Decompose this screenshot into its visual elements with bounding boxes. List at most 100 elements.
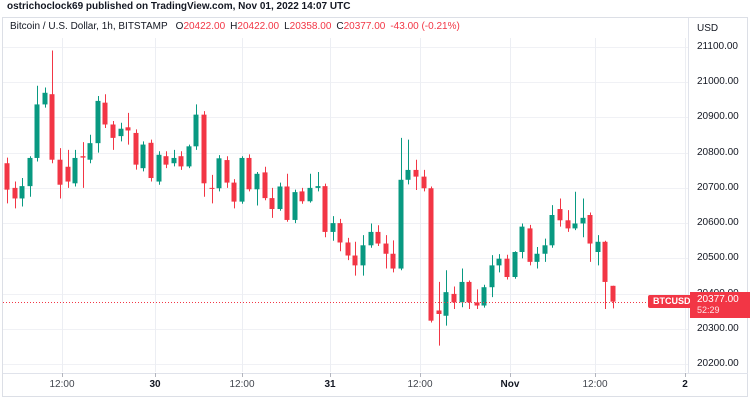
candle-body-down [322, 186, 328, 232]
symbol-title[interactable]: Bitcoin / U.S. Dollar, 1h, BITSTAMP [10, 21, 168, 32]
candle-body-down [527, 228, 533, 262]
candle-body-down [231, 182, 237, 202]
candle-body-down [610, 285, 616, 302]
candle-body-down [262, 172, 268, 199]
candle-body-up [292, 192, 298, 220]
candle-body-up [193, 114, 199, 147]
candle-body-up [572, 223, 578, 229]
candle-body-down [602, 241, 608, 282]
candle-body-up [512, 251, 518, 278]
candle-body-down [224, 160, 230, 183]
candle-body-up [156, 154, 162, 182]
candle-body-up [443, 292, 449, 316]
candle-body-down [413, 169, 419, 177]
candle-body-up [580, 217, 586, 224]
price-axis-label: 21000.00 [697, 76, 739, 88]
candle-body-down [466, 281, 472, 303]
candle-body-up [307, 187, 313, 202]
candle-body-down [148, 142, 154, 179]
price-axis-divider [688, 18, 689, 373]
candle-body-up [542, 245, 548, 254]
candle-body-down [178, 156, 184, 167]
price-axis-label: 20700.00 [697, 181, 739, 193]
candle-body-up [481, 287, 487, 306]
last-price-value: 20377.00 [697, 293, 739, 305]
candle-body-up [186, 146, 192, 167]
candle-body-down [102, 102, 108, 125]
candle-body-up [519, 226, 525, 252]
chart-card [2, 17, 748, 397]
time-axis-label: 12:00 [49, 379, 75, 390]
candle-body-down [163, 156, 169, 165]
price-axis-label: 21100.00 [697, 41, 738, 52]
candle-body-down [352, 255, 358, 266]
symbol-header: Bitcoin / U.S. Dollar, 1h, BITSTAMP O2042… [10, 21, 460, 32]
time-axis-label: 12:00 [229, 379, 255, 390]
time-axis-label: 12:00 [407, 379, 433, 390]
price-axis-label: 20300.00 [697, 322, 739, 334]
candle-body-up [368, 231, 374, 246]
candle-body-down [451, 293, 457, 303]
candle-body-down [375, 231, 381, 244]
time-axis-tick [595, 373, 596, 377]
candle-body-down [49, 94, 55, 160]
price-axis-label: 20200.00 [697, 358, 739, 369]
candle-body-down [246, 157, 252, 190]
price-axis-label: 20500.00 [697, 252, 739, 264]
candle-body-up [398, 179, 404, 269]
candle-body-down [474, 302, 480, 306]
candle-body-up [118, 128, 124, 137]
candle-body-up [330, 223, 336, 232]
candle-body-down [4, 163, 10, 190]
candle-body-down [299, 191, 305, 202]
candle-body-up [315, 186, 321, 188]
candle-body-up [254, 173, 260, 190]
candle-body-up [360, 245, 366, 266]
candle-body-down [209, 187, 215, 189]
candle-body-up [216, 158, 222, 189]
candle-body-down [201, 114, 207, 184]
candle-body-down [269, 198, 275, 210]
candle-body-up [34, 104, 40, 158]
time-axis-label: Nov [500, 379, 520, 390]
time-axis-tick [420, 373, 421, 377]
low-label: L [284, 21, 290, 32]
time-axis-tick [62, 373, 63, 377]
candle-body-down [421, 176, 427, 189]
candle-body-down [390, 253, 396, 269]
time-axis-label: 30 [149, 379, 161, 390]
last-price-badge[interactable]: 20377.00 52:29 [690, 291, 750, 318]
open-value: 20422.00 [183, 21, 226, 32]
open-label: O [175, 21, 184, 32]
price-axis-label: 20600.00 [697, 217, 739, 229]
candle-body-up [277, 186, 283, 210]
candle-body-up [42, 92, 48, 105]
close-value: 20377.00 [343, 21, 386, 32]
symbol-price-line-badge: BTCUSD [648, 294, 696, 308]
high-value: 20422.00 [237, 21, 280, 32]
high-label: H [230, 21, 238, 32]
candle-body-up [72, 157, 78, 184]
candle-body-down [504, 258, 510, 278]
attribution-bar: ostrichoclock69 published on TradingView… [7, 1, 351, 12]
change-value: -43.00 (-0.21%) [390, 21, 460, 32]
time-axis-tick [330, 373, 331, 377]
candle-body-down [557, 209, 563, 221]
time-axis-tick [685, 373, 686, 377]
candle-body-up [489, 265, 495, 288]
candle-body-down [436, 310, 442, 314]
candle-body-down [345, 242, 351, 256]
close-label: C [336, 21, 344, 32]
candle-body-down [110, 124, 116, 138]
candle-body-up [140, 144, 146, 169]
price-axis-label: 20900.00 [697, 111, 739, 123]
candle-body-down [12, 187, 18, 199]
candle-body-up [595, 241, 601, 252]
candle-body-up [239, 157, 245, 202]
candle-body-up [87, 143, 93, 160]
candle-body-up [95, 100, 101, 144]
candle-body-up [459, 281, 465, 303]
candle-body-down [565, 220, 571, 229]
